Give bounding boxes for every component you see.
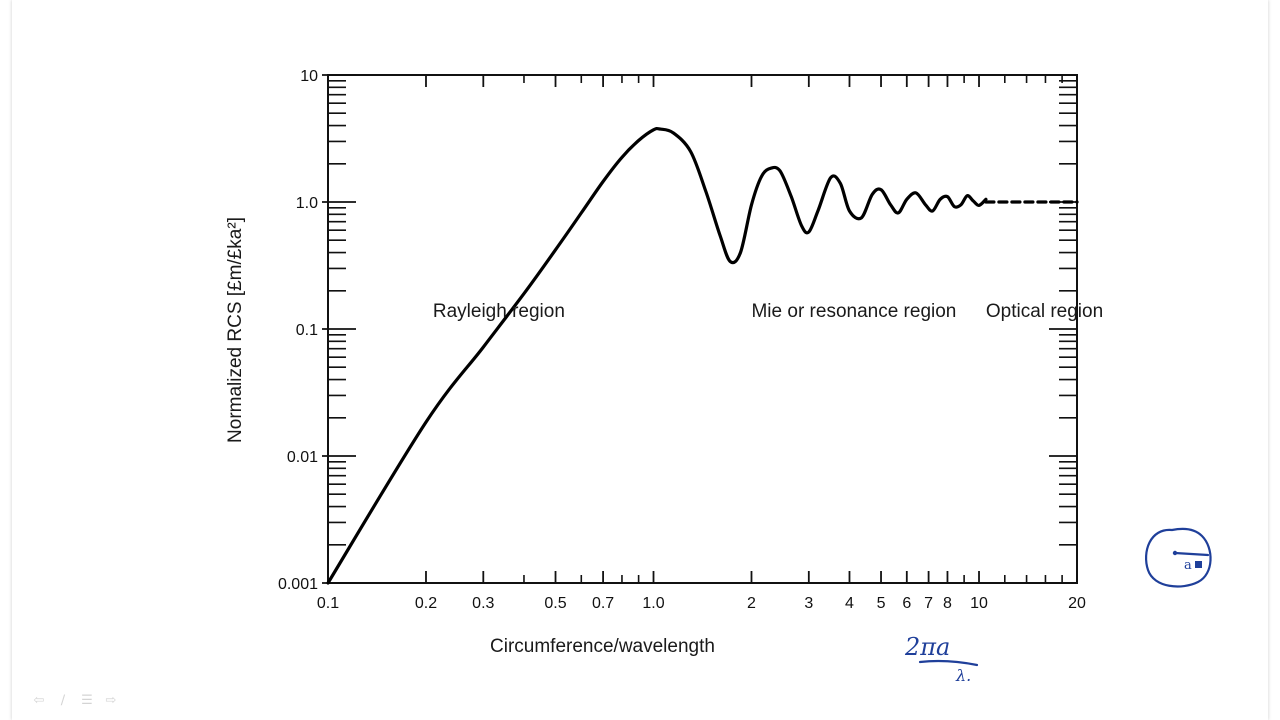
x-tick-label: 10	[970, 595, 988, 612]
nav-menu-icon[interactable]: ☰	[81, 692, 93, 708]
y-tick-label: 0.01	[287, 449, 318, 466]
y-tick-label: 1.0	[296, 195, 318, 212]
sphere-radius-label: a	[1184, 558, 1192, 573]
sphere-sketch: a	[1144, 527, 1212, 588]
x-tick-label: 20	[1068, 595, 1086, 612]
slide-navigation: ⇦ ∕ ☰ ⇨	[30, 692, 120, 708]
x-tick-label: 7	[924, 595, 933, 612]
region-label: Rayleigh region	[433, 301, 565, 322]
x-tick-label: 0.1	[317, 595, 339, 612]
y-axis-title: Normalized RCS [£m/£ka²]	[225, 217, 246, 443]
x-tick-label: 0.7	[592, 595, 614, 612]
handwritten-fraction: 2πa λ.	[904, 633, 979, 685]
x-tick-label: 4	[845, 595, 854, 612]
x-axis-title: Circumference/wavelength	[490, 636, 715, 657]
region-label: Optical region	[986, 301, 1103, 322]
x-tick-label: 0.3	[472, 595, 494, 612]
x-tick-label: 0.2	[415, 595, 437, 612]
nav-forward-icon[interactable]: ⇨	[105, 692, 117, 708]
nav-back-icon[interactable]: ⇦	[33, 692, 45, 708]
y-tick-label: 0.001	[278, 576, 318, 593]
plot-frame	[327, 74, 1078, 584]
sphere-center-dot	[1172, 550, 1178, 556]
x-tick-label: 0.5	[544, 595, 566, 612]
x-tick-label: 8	[943, 595, 952, 612]
sphere-radius-line	[1173, 551, 1210, 557]
sphere-marker	[1195, 561, 1202, 568]
x-tick-label: 3	[804, 595, 813, 612]
x-tick-label: 5	[877, 595, 886, 612]
nav-pen-icon[interactable]: ∕	[60, 692, 66, 708]
x-tick-label: 6	[902, 595, 911, 612]
fraction-bar	[918, 659, 979, 667]
plot-area: 0.001 0.01 0.1 1.0 10 0.1 0.2 0.3 0.5 0.7 1.0 2 3 4 5 6…	[225, 68, 1103, 657]
x-tick-label: 1.0	[642, 595, 664, 612]
sphere-circle-icon	[1144, 527, 1212, 588]
slide: 0.001 0.01 0.1 1.0 10 0.1 0.2 0.3 0.5 0.7 1.0 2 3 4 5 6…	[12, 0, 1268, 720]
rcs-curve	[326, 126, 988, 585]
x-tick-label: 2	[747, 595, 756, 612]
region-label: Mie or resonance region	[751, 301, 956, 322]
y-tick-label: 0.1	[296, 322, 318, 339]
rcs-chart: 0.001 0.01 0.1 1.0 10 0.1 0.2 0.3 0.5 0.7 1.0 2 3 4 5 6…	[225, 68, 1212, 685]
handwritten-denominator: λ.	[955, 666, 971, 685]
y-tick-label: 10	[300, 68, 318, 85]
handwritten-numerator: 2πa	[904, 633, 950, 661]
